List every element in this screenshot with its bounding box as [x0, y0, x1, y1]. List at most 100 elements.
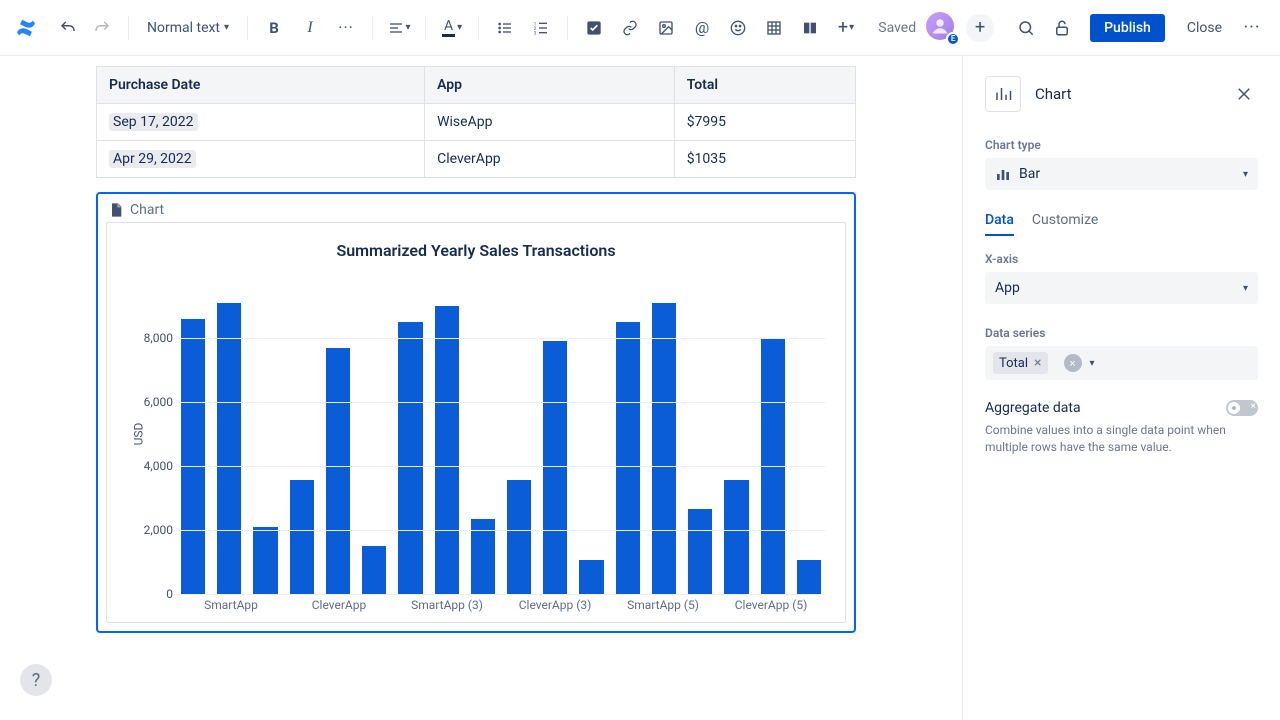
chart-bar — [290, 480, 314, 594]
data-series-label: Data series — [985, 326, 1258, 340]
xaxis-label: CleverApp — [285, 598, 393, 612]
confluence-logo-icon — [12, 14, 40, 42]
chart-ylabel: USD — [131, 423, 145, 446]
chart-bar — [253, 527, 277, 594]
data-series-select[interactable]: Total × × ▾ — [985, 346, 1258, 380]
xaxis-label: CleverApp (5) — [717, 598, 825, 612]
chart-type-select[interactable]: Bar ▾ — [985, 158, 1258, 190]
xaxis-label: SmartApp (5) — [609, 598, 717, 612]
chart-xaxis: SmartAppCleverAppSmartApp (3)CleverApp (… — [177, 594, 825, 612]
table-cell[interactable]: CleverApp — [425, 141, 675, 178]
text-style-label: Normal text — [147, 20, 220, 36]
editor-toolbar: Normal text ▾ B I ··· ▾ A▾ 123 @ +▾ Save… — [0, 0, 1280, 56]
aggregate-label: Aggregate data — [985, 400, 1081, 416]
chevron-down-icon: ▾ — [1243, 283, 1248, 294]
chart-bar — [652, 303, 676, 594]
search-button[interactable] — [1010, 12, 1042, 44]
help-button[interactable]: ? — [20, 664, 52, 696]
bold-button[interactable]: B — [258, 12, 290, 44]
editor-canvas[interactable]: Purchase DateAppTotal Sep 17, 2022WiseAp… — [0, 56, 962, 720]
chart-bar — [398, 322, 422, 594]
layouts-button[interactable] — [794, 12, 826, 44]
panel-title: Chart — [1035, 85, 1216, 103]
bullet-list-button[interactable] — [489, 12, 521, 44]
current-user-avatar[interactable]: E — [926, 12, 958, 44]
publish-button[interactable]: Publish — [1090, 14, 1165, 42]
chart-bar — [507, 480, 531, 594]
chart-bar — [362, 546, 386, 594]
table-cell[interactable]: $7995 — [674, 104, 855, 141]
series-tag: Total × — [993, 352, 1048, 374]
table-cell[interactable]: Apr 29, 2022 — [97, 141, 425, 178]
xaxis-label: SmartApp — [177, 598, 285, 612]
xaxis-label: X-axis — [985, 252, 1258, 266]
chart-bar — [181, 319, 205, 594]
panel-close-button[interactable] — [1230, 80, 1258, 108]
action-item-button[interactable] — [578, 12, 610, 44]
xaxis-label: CleverApp (3) — [501, 598, 609, 612]
chart-bar — [797, 560, 821, 594]
emoji-button[interactable] — [722, 12, 754, 44]
close-button[interactable]: Close — [1177, 14, 1232, 42]
chart-bar — [217, 303, 241, 594]
image-button[interactable] — [650, 12, 682, 44]
insert-dropdown[interactable]: +▾ — [830, 12, 862, 44]
table-cell[interactable]: Sep 17, 2022 — [97, 104, 425, 141]
document-icon — [108, 202, 124, 218]
redo-button[interactable] — [86, 12, 118, 44]
more-actions-button[interactable]: ··· — [1236, 12, 1268, 44]
chart-config-panel: Chart Chart type Bar ▾ Data Customize X-… — [962, 56, 1280, 720]
chart-bar — [543, 341, 567, 594]
text-color-dropdown[interactable]: A▾ — [436, 12, 468, 44]
chart-type-value: Bar — [1019, 166, 1235, 182]
chevron-down-icon: ▾ — [1243, 169, 1248, 180]
toggle-knob — [1228, 402, 1240, 414]
avatar-badge: E — [946, 32, 960, 46]
series-tag-label: Total — [999, 356, 1028, 371]
more-formatting-button[interactable]: ··· — [330, 12, 362, 44]
text-style-dropdown[interactable]: Normal text ▾ — [139, 12, 237, 44]
remove-series-button[interactable]: × — [1034, 355, 1041, 371]
aggregate-toggle[interactable]: × — [1226, 400, 1258, 416]
table-header: App — [425, 67, 675, 104]
chevron-down-icon: ▾ — [1090, 358, 1095, 369]
panel-tabs: Data Customize — [985, 212, 1258, 236]
table-button[interactable] — [758, 12, 790, 44]
chart-icon — [985, 76, 1021, 112]
bar-chart-icon — [995, 166, 1011, 182]
italic-button[interactable]: I — [294, 12, 326, 44]
purchase-table[interactable]: Purchase DateAppTotal Sep 17, 2022WiseAp… — [96, 66, 856, 178]
align-dropdown[interactable]: ▾ — [383, 12, 415, 44]
restrictions-button[interactable] — [1046, 12, 1078, 44]
chart-bar — [688, 509, 712, 594]
chart-type-label: Chart type — [985, 138, 1258, 152]
clear-series-button[interactable]: × — [1064, 354, 1082, 372]
table-cell[interactable]: $1035 — [674, 141, 855, 178]
link-button[interactable] — [614, 12, 646, 44]
tab-data[interactable]: Data — [985, 212, 1014, 236]
svg-text:3: 3 — [534, 30, 537, 35]
chart-plot-area: 02,0004,0006,0008,000 — [177, 274, 825, 594]
table-header: Total — [674, 67, 855, 104]
mention-button[interactable]: @ — [686, 12, 718, 44]
chart-bar — [579, 560, 603, 594]
table-row[interactable]: Sep 17, 2022WiseApp$7995 — [97, 104, 856, 141]
chevron-down-icon: ▾ — [224, 22, 229, 33]
table-header: Purchase Date — [97, 67, 425, 104]
aggregate-help-text: Combine values into a single data point … — [985, 422, 1258, 456]
xaxis-value: App — [995, 280, 1235, 296]
table-row[interactable]: Apr 29, 2022CleverApp$1035 — [97, 141, 856, 178]
xaxis-label: SmartApp (3) — [393, 598, 501, 612]
chart-bar — [435, 306, 459, 594]
chart-block[interactable]: Chart Summarized Yearly Sales Transactio… — [96, 192, 856, 633]
table-cell[interactable]: WiseApp — [425, 104, 675, 141]
toggle-off-icon: × — [1251, 401, 1256, 412]
invite-user-button[interactable]: + — [966, 14, 994, 42]
numbered-list-button[interactable]: 123 — [525, 12, 557, 44]
saved-indicator: Saved — [878, 20, 916, 36]
chart-bar — [616, 322, 640, 594]
tab-customize[interactable]: Customize — [1032, 212, 1098, 236]
xaxis-select[interactable]: App ▾ — [985, 272, 1258, 304]
undo-button[interactable] — [52, 12, 84, 44]
chart-block-type-label: Chart — [130, 202, 164, 218]
